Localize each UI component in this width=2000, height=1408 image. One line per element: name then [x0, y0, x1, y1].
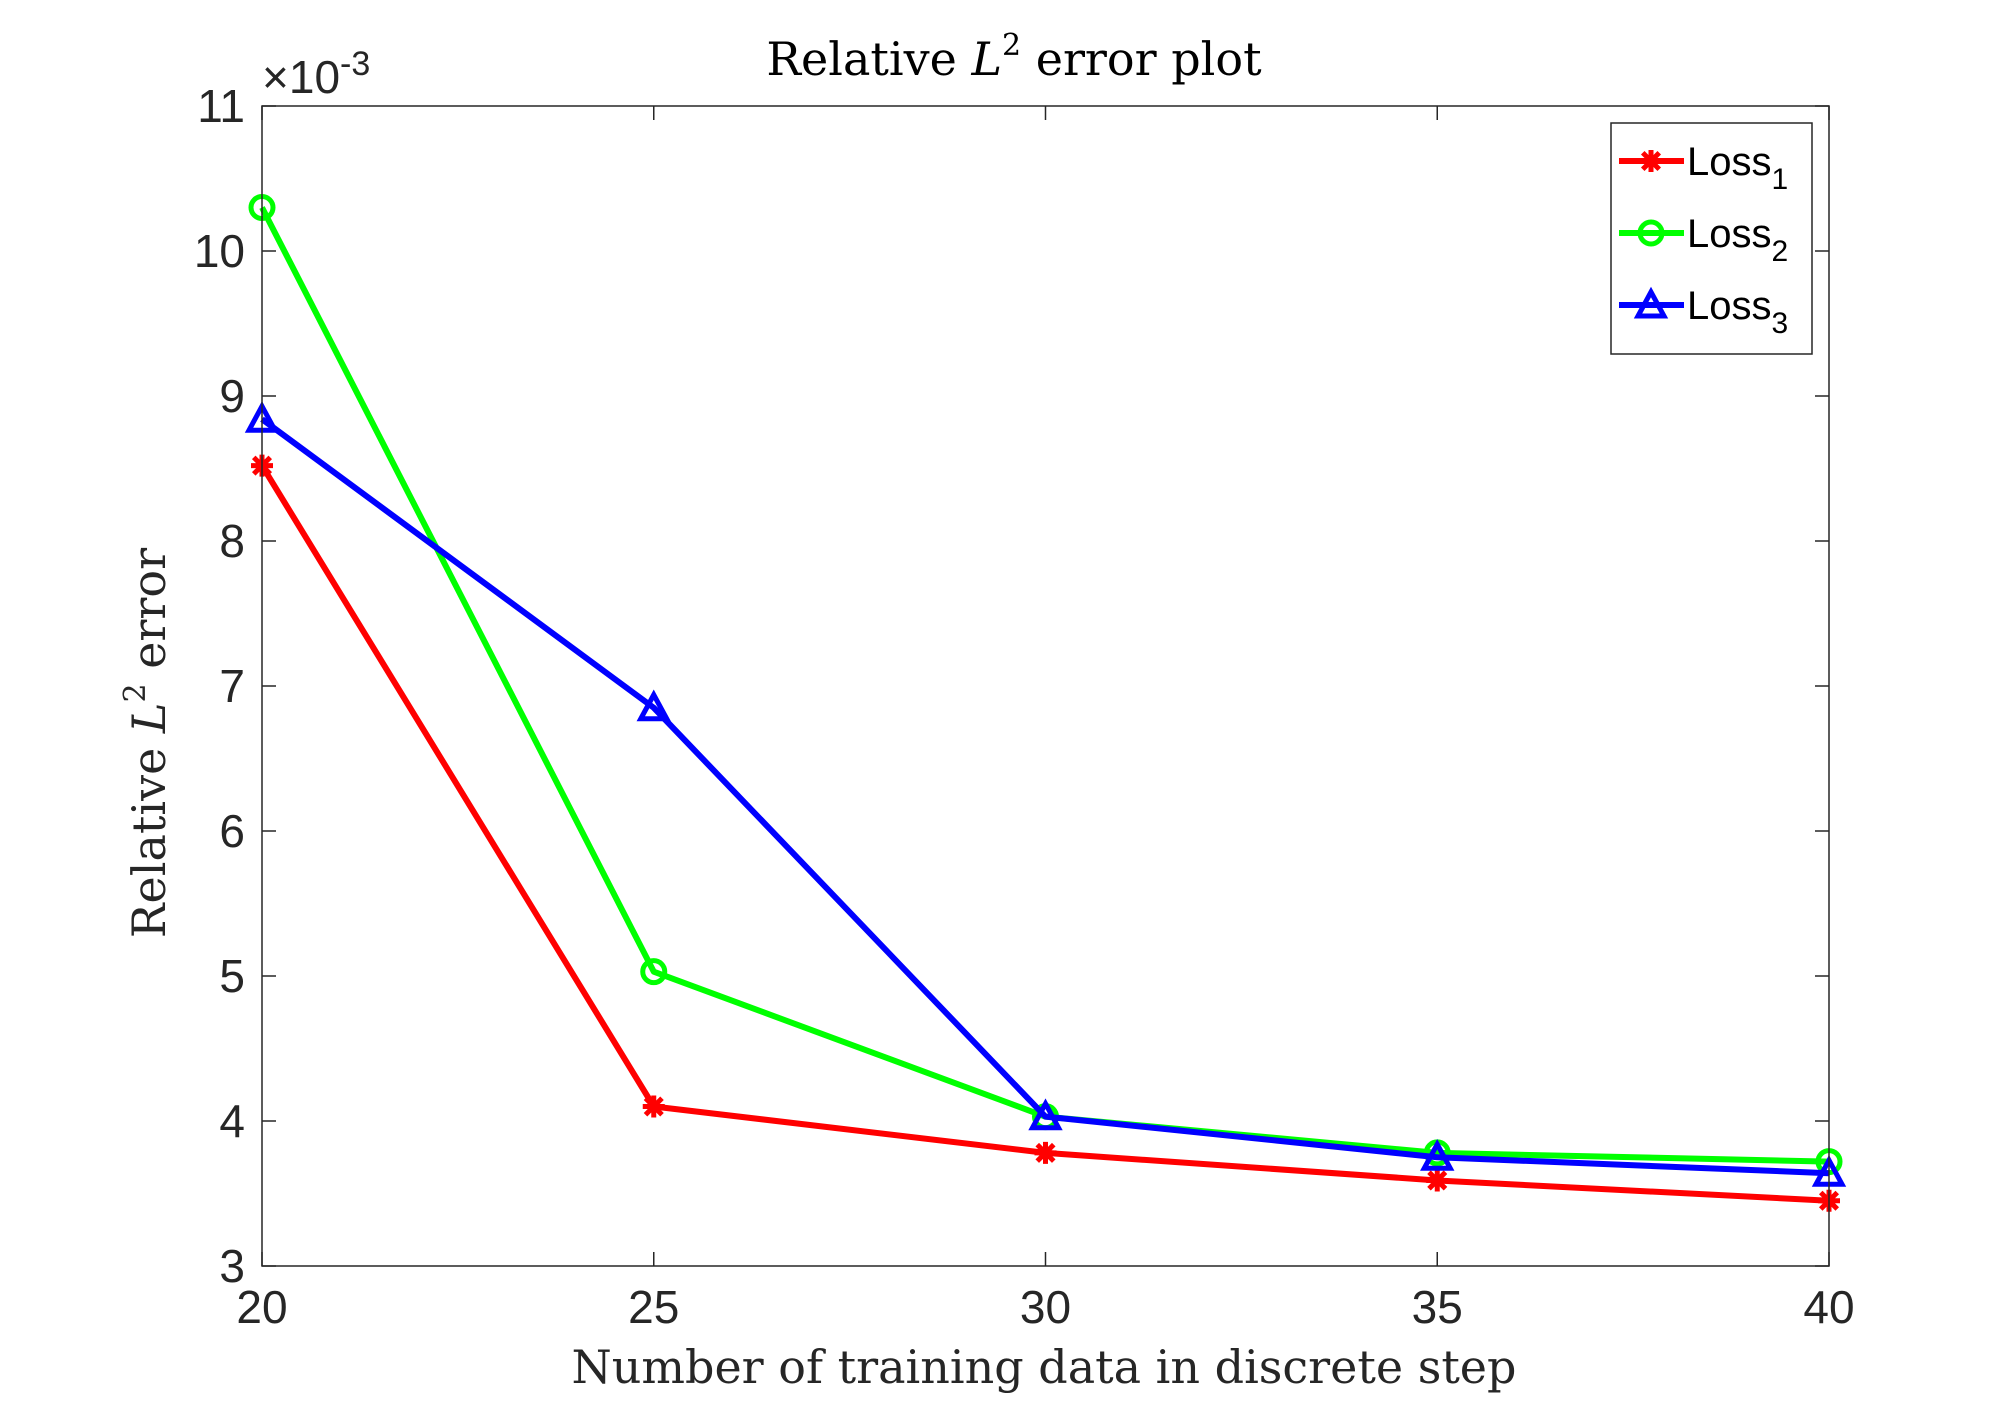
ylabel-prefix: Relative: [122, 733, 176, 938]
y-tick-label: 8: [219, 515, 245, 567]
x-tick-label: 35: [1412, 1281, 1463, 1333]
data-point: [636, 689, 671, 722]
y-tick-label: 5: [219, 950, 245, 1002]
legend-marker: [1633, 286, 1669, 319]
title-suffix: error plot: [1021, 32, 1262, 86]
ylabel-superscript: 2: [118, 683, 153, 702]
series-line: [260, 416, 1830, 1177]
x-tick-label: 25: [628, 1281, 679, 1333]
legend-item: Loss1: [1619, 140, 1788, 196]
x-tick-label: 40: [1803, 1281, 1854, 1333]
legend-label: Loss3: [1687, 284, 1788, 340]
data-point: [1028, 1098, 1063, 1131]
title-prefix: Relative: [766, 32, 971, 86]
legend-label-name: Loss: [1687, 140, 1772, 184]
x-tick-label: 20: [236, 1281, 287, 1333]
y-multiplier-base: ×10: [262, 51, 340, 103]
legend-label-name: Loss: [1687, 284, 1772, 328]
y-tick-label: 3: [219, 1240, 245, 1292]
legend-label: Loss2: [1687, 212, 1788, 268]
data-point: [1034, 1141, 1057, 1164]
legend-label: Loss1: [1687, 140, 1788, 196]
legend-marker: [1637, 219, 1665, 247]
x-tick-label: 30: [1020, 1281, 1071, 1333]
legend-label-name: Loss: [1687, 212, 1772, 256]
y-multiplier: ×10-3: [262, 45, 370, 103]
data-point: [640, 958, 668, 986]
legend-marker: [1640, 150, 1662, 172]
y-tick-label: 6: [219, 805, 245, 857]
legend-label-subscript: 1: [1772, 163, 1789, 196]
plot-background: [262, 106, 1829, 1266]
y-tick-label: 7: [219, 660, 245, 712]
legend-label-subscript: 2: [1772, 235, 1789, 268]
data-point: [1420, 1138, 1455, 1171]
data-point: [642, 1095, 665, 1118]
legend-label-subscript: 3: [1772, 307, 1789, 340]
y-tick-label: 10: [194, 225, 245, 277]
data-point: [1426, 1169, 1449, 1192]
title-variable: L: [970, 32, 1002, 86]
plot-frame: [261, 105, 1830, 1267]
plot-area: 20 25 30 35 40 3 4 5 6 7 8 9 10 11: [194, 80, 1855, 1333]
y-multiplier-exponent: -3: [340, 45, 370, 83]
chart-title: Relative L2 error plot: [766, 28, 1262, 86]
ylabel-suffix: error: [122, 548, 176, 684]
x-axis-label: Number of training data in discrete step: [572, 1340, 1517, 1394]
y-tick-label: 11: [197, 80, 245, 132]
y-axis-label: Relative L2 error: [118, 548, 176, 938]
y-tick-label: 9: [219, 370, 245, 422]
legend-item: Loss2: [1619, 212, 1788, 268]
ylabel-variable: L: [122, 703, 176, 735]
title-superscript: 2: [1002, 28, 1021, 63]
legend-item: Loss3: [1619, 284, 1788, 340]
y-tick-label: 4: [219, 1095, 245, 1147]
